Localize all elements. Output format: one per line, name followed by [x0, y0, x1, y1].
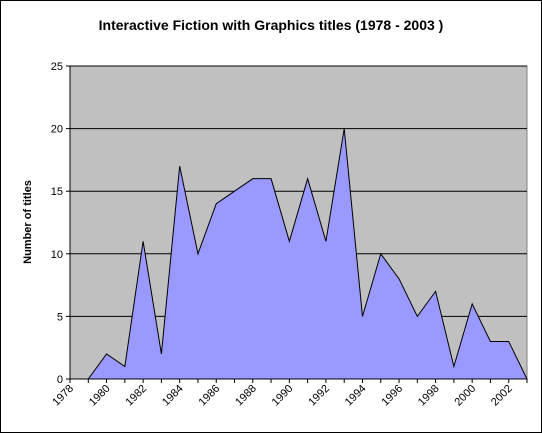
y-tick-label: 10	[51, 249, 63, 261]
y-tick-label: 0	[57, 374, 63, 386]
y-tick-label: 20	[51, 124, 63, 136]
y-tick-label: 25	[51, 61, 63, 73]
chart-title: Interactive Fiction with Graphics titles…	[99, 17, 444, 33]
area	[70, 128, 528, 380]
y-tick-label: 5	[57, 311, 63, 323]
y-axis-label: Number of titles	[22, 180, 34, 264]
y-tick-label: 15	[51, 186, 63, 198]
